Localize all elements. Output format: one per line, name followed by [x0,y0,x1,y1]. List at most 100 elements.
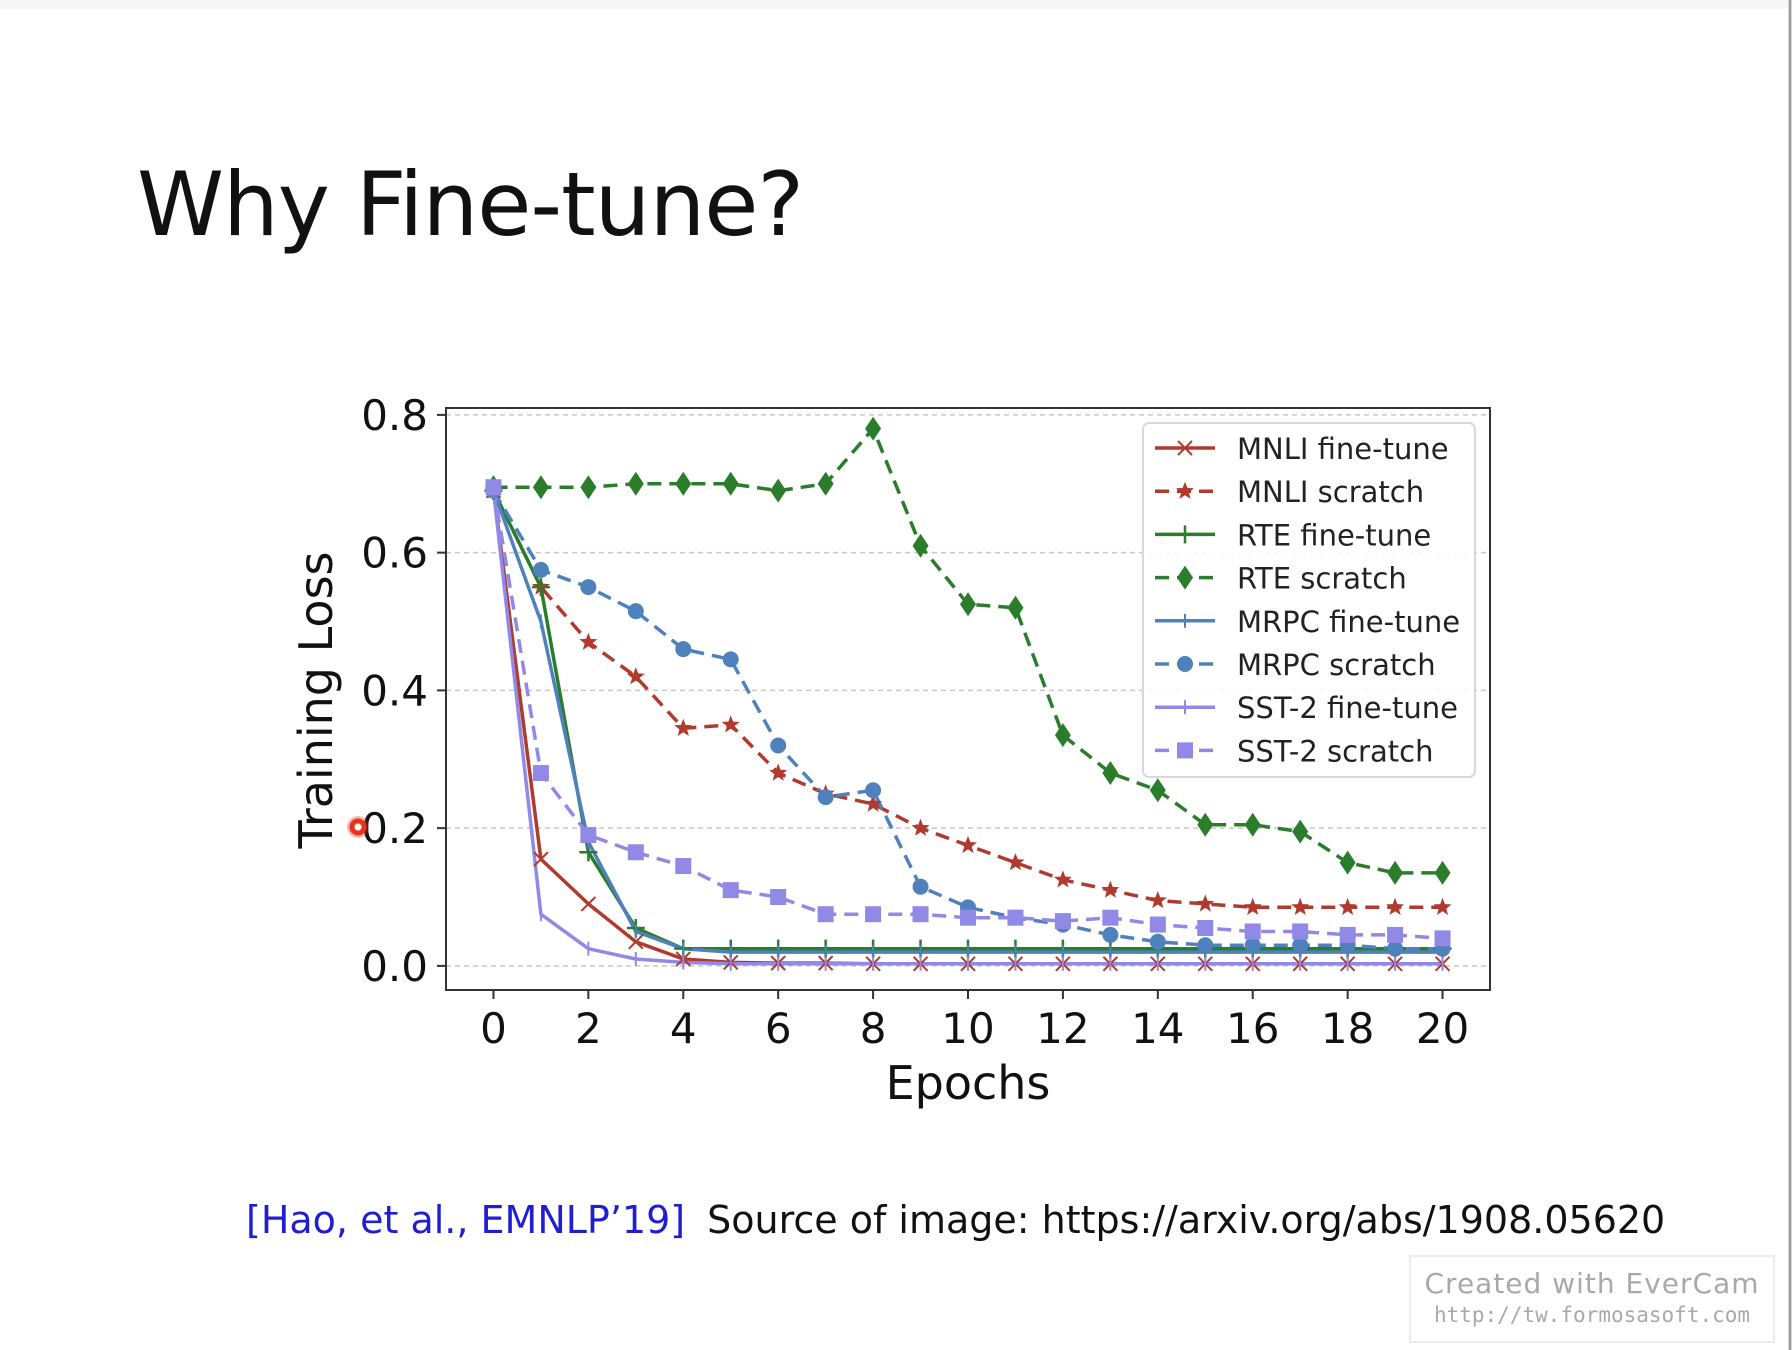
point-sst-2-scratch [817,906,834,923]
point-mnli-scratch [626,667,645,685]
watermark-url: http://tw.formosasoft.com [1433,1303,1751,1327]
point-mnli-scratch [1386,897,1405,915]
point-mrpc-scratch [722,651,739,668]
legend-label-sst-2-scratch: SST-2 scratch [1237,734,1433,768]
point-sst-2-scratch [675,858,692,875]
series-markers [484,416,1452,972]
point-sst-2-scratch [532,765,549,782]
point-rte-scratch [1434,860,1451,885]
point-rte-scratch [1387,860,1404,885]
point-mrpc-scratch [1292,937,1309,954]
point-rte-scratch [1197,812,1214,837]
point-rte-scratch [627,471,644,496]
point-mnli-scratch [579,632,598,650]
point-mnli-scratch [769,763,788,781]
point-sst-2-scratch [627,844,644,861]
citation-reference: [Hao, et al., EMNLP’19] [246,1198,686,1242]
point-mnli-fine-tune [628,934,644,950]
point-sst-2-scratch [770,889,787,906]
y-tick-label: 0.8 [361,391,428,440]
x-tick-label: 14 [1131,1004,1184,1053]
point-sst-2-scratch [1339,926,1356,943]
point-sst-2-scratch [865,906,882,923]
citation-source: Source of image: https://arxiv.org/abs/1… [707,1198,1666,1242]
point-mnli-scratch [721,715,740,733]
point-sst-2-scratch [1149,916,1166,933]
legend-box [1142,422,1476,778]
point-mnli-scratch [1148,891,1167,909]
point-rte-scratch [1149,778,1166,803]
point-rte-scratch [580,475,597,500]
y-tick-label: 0.6 [361,529,428,578]
legend-label-rte-scratch: RTE scratch [1237,562,1407,596]
x-tick-label: 0 [480,1004,507,1053]
legend-label-sst-2-fine-tune: SST-2 fine-tune [1237,691,1458,725]
legend-marker-sst-2-scratch [1177,742,1193,759]
point-rte-scratch [1007,595,1024,620]
x-tick-label: 4 [670,1004,697,1053]
point-mrpc-scratch [1387,940,1404,957]
point-rte-scratch [1054,723,1071,748]
legend-marker-mnli-scratch [1176,481,1194,499]
legend-label-mnli-scratch: MNLI scratch [1237,475,1424,509]
point-sst-2-scratch [1244,923,1261,940]
point-sst-2-scratch [722,882,739,899]
point-sst-2-scratch [1007,909,1024,926]
point-sst-2-scratch [1102,909,1119,926]
watermark-title: Created with EverCam [1424,1267,1760,1300]
point-rte-scratch [1292,819,1309,844]
point-sst-2-scratch [1054,913,1071,930]
y-tick-label: 0.2 [361,804,428,853]
point-mrpc-scratch [865,782,882,799]
point-mrpc-scratch [580,579,597,596]
point-sst-2-scratch [1387,926,1404,943]
x-axis-label: Epochs [886,1056,1051,1110]
point-rte-scratch [1102,761,1119,786]
x-tick-label: 18 [1321,1004,1374,1053]
point-mnli-scratch [911,818,930,836]
point-rte-scratch [960,592,976,617]
window-right-edge-line [1789,0,1791,1350]
x-tick-label: 12 [1036,1004,1089,1053]
pointer-cursor-icon [347,816,369,838]
point-rte-fine-tune [531,578,550,597]
y-tick-label: 0.4 [361,666,428,715]
point-sst-2-scratch [1434,930,1451,947]
point-sst-2-scratch [1292,923,1309,940]
point-mrpc-scratch [1197,937,1214,954]
point-rte-scratch [817,471,834,496]
legend-marker-mnli-fine-tune [1177,440,1193,456]
point-mnli-scratch [1291,897,1310,915]
slide-title: Why Fine-tune? [137,153,804,256]
point-mrpc-scratch [675,641,692,658]
point-mnli-scratch [1433,897,1452,915]
point-mnli-scratch [1338,897,1357,915]
point-mnli-scratch [1243,897,1262,915]
point-mrpc-scratch [1149,933,1166,950]
point-rte-scratch [532,475,549,500]
y-tick-label: 0.0 [361,942,428,991]
point-mrpc-scratch [1102,926,1119,943]
top-strip [0,0,1792,9]
x-tick-label: 2 [575,1004,602,1053]
point-mnli-fine-tune [580,896,597,912]
slide-citation: [Hao, et al., EMNLP’19] Source of image: … [246,1196,1665,1244]
x-tick-label: 20 [1416,1004,1469,1053]
point-mrpc-scratch [627,603,644,620]
point-sst-2-scratch [960,909,976,926]
point-mnli-scratch [1053,870,1072,888]
legend-marker-rte-scratch [1177,565,1193,590]
axis-ticks: 0.0 0.2 0.4 0.6 0.8 0 2 4 6 8 10 12 14 16 18 20 [361,391,1469,1053]
point-mnli-fine-tune [533,851,549,867]
point-mrpc-scratch [1244,937,1261,954]
point-mrpc-scratch [770,737,787,754]
point-rte-scratch [722,471,739,496]
legend-marker-rte-fine-tune [1176,525,1194,544]
point-mnli-scratch [864,794,883,812]
point-rte-scratch [865,416,882,441]
point-rte-scratch [770,478,787,503]
point-rte-scratch [1339,850,1356,875]
point-rte-scratch [1244,812,1261,837]
legend-label-mrpc-scratch: MRPC scratch [1237,648,1436,682]
